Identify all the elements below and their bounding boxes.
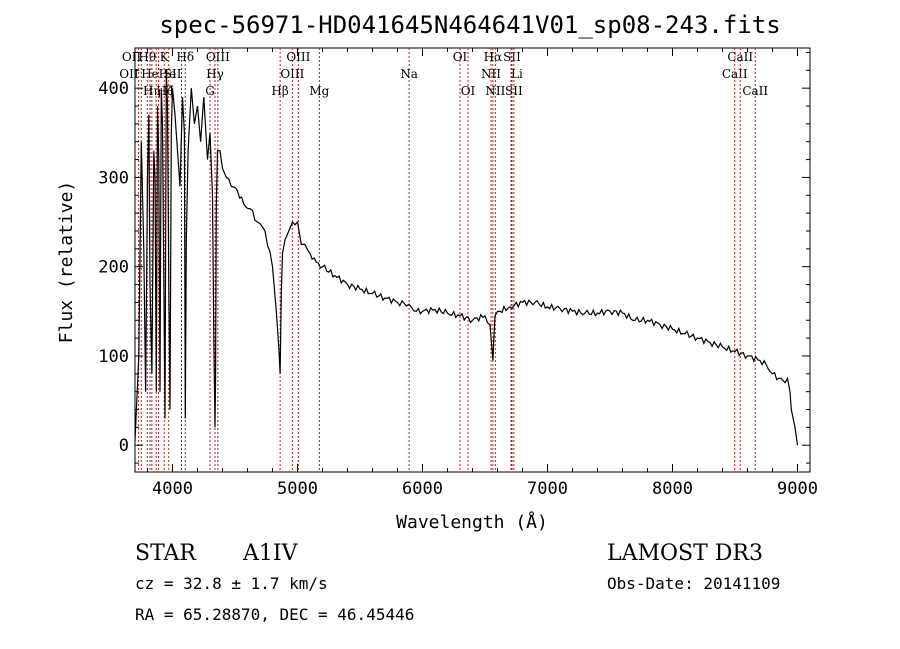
object-type: STAR xyxy=(135,541,197,566)
line-marker-label: H xyxy=(164,84,174,98)
line-marker-label: SII xyxy=(164,67,182,81)
y-tick-label: 0 xyxy=(119,436,129,456)
redshift-velocity: cz = 32.8 ± 1.7 km/s xyxy=(135,574,328,593)
x-tick-label: 4000 xyxy=(152,479,193,499)
coordinates: RA = 65.28870, DEC = 46.45446 xyxy=(135,605,414,624)
line-marker-label: Hη xyxy=(143,84,161,98)
line-marker-label: Hβ xyxy=(271,84,288,98)
line-marker-label: OIII xyxy=(206,50,230,64)
line-marker-label: He xyxy=(141,67,159,81)
line-marker-label: Hθ xyxy=(138,50,156,64)
line-marker-label: CaII xyxy=(742,84,768,98)
line-marker-label: OIII xyxy=(286,50,310,64)
chart-title: spec-56971-HD041645N464641V01_sp08-243.f… xyxy=(159,11,780,39)
line-marker-label: OI xyxy=(453,50,468,64)
line-marker-label: CaII xyxy=(722,67,748,81)
line-marker-label: OII xyxy=(119,67,139,81)
line-marker-label: Hδ xyxy=(176,50,194,64)
line-marker-label: SII xyxy=(505,84,523,98)
line-marker-label: NII xyxy=(481,67,501,81)
y-tick-label: 100 xyxy=(98,347,129,367)
y-axis-label: Flux (relative) xyxy=(56,181,77,344)
line-marker-label: Mg xyxy=(309,84,329,98)
y-tick-label: 200 xyxy=(98,258,129,278)
spectral-class: A1IV xyxy=(242,541,299,566)
line-marker-label: SII xyxy=(503,50,521,64)
line-marker-label: G xyxy=(205,84,215,98)
line-marker-label: Li xyxy=(511,67,523,81)
y-tick-label: 400 xyxy=(98,79,129,99)
x-tick-label: 6000 xyxy=(402,479,443,499)
line-marker-label: Na xyxy=(400,67,418,81)
line-marker-label: K xyxy=(160,50,170,64)
line-marker-label: OII xyxy=(122,50,142,64)
x-tick-label: 8000 xyxy=(652,479,693,499)
line-marker-label: CaII xyxy=(727,50,753,64)
flux-series-line xyxy=(134,70,799,446)
line-marker-label: Hγ xyxy=(206,67,224,81)
line-marker-label: He xyxy=(159,67,177,81)
line-marker-label: Hζ xyxy=(156,84,173,98)
plot-frame xyxy=(134,47,811,473)
line-marker-label: Hα xyxy=(484,50,503,64)
y-tick-label: 300 xyxy=(98,168,129,188)
observation-date: Obs-Date: 20141109 xyxy=(607,574,780,593)
line-marker-label: OIII xyxy=(280,67,304,81)
line-marker-label: NII xyxy=(485,84,505,98)
line-marker-label: OI xyxy=(461,84,476,98)
axis-ticks: 4000 5000 6000 7000 8000 9000 0 100 200 300 400 xyxy=(98,48,818,499)
x-tick-label: 5000 xyxy=(277,479,318,499)
survey-name: LAMOST DR3 xyxy=(607,541,763,566)
x-tick-label: 9000 xyxy=(777,479,818,499)
x-axis-label: Wavelength (Å) xyxy=(396,511,548,533)
x-tick-label: 7000 xyxy=(527,479,568,499)
